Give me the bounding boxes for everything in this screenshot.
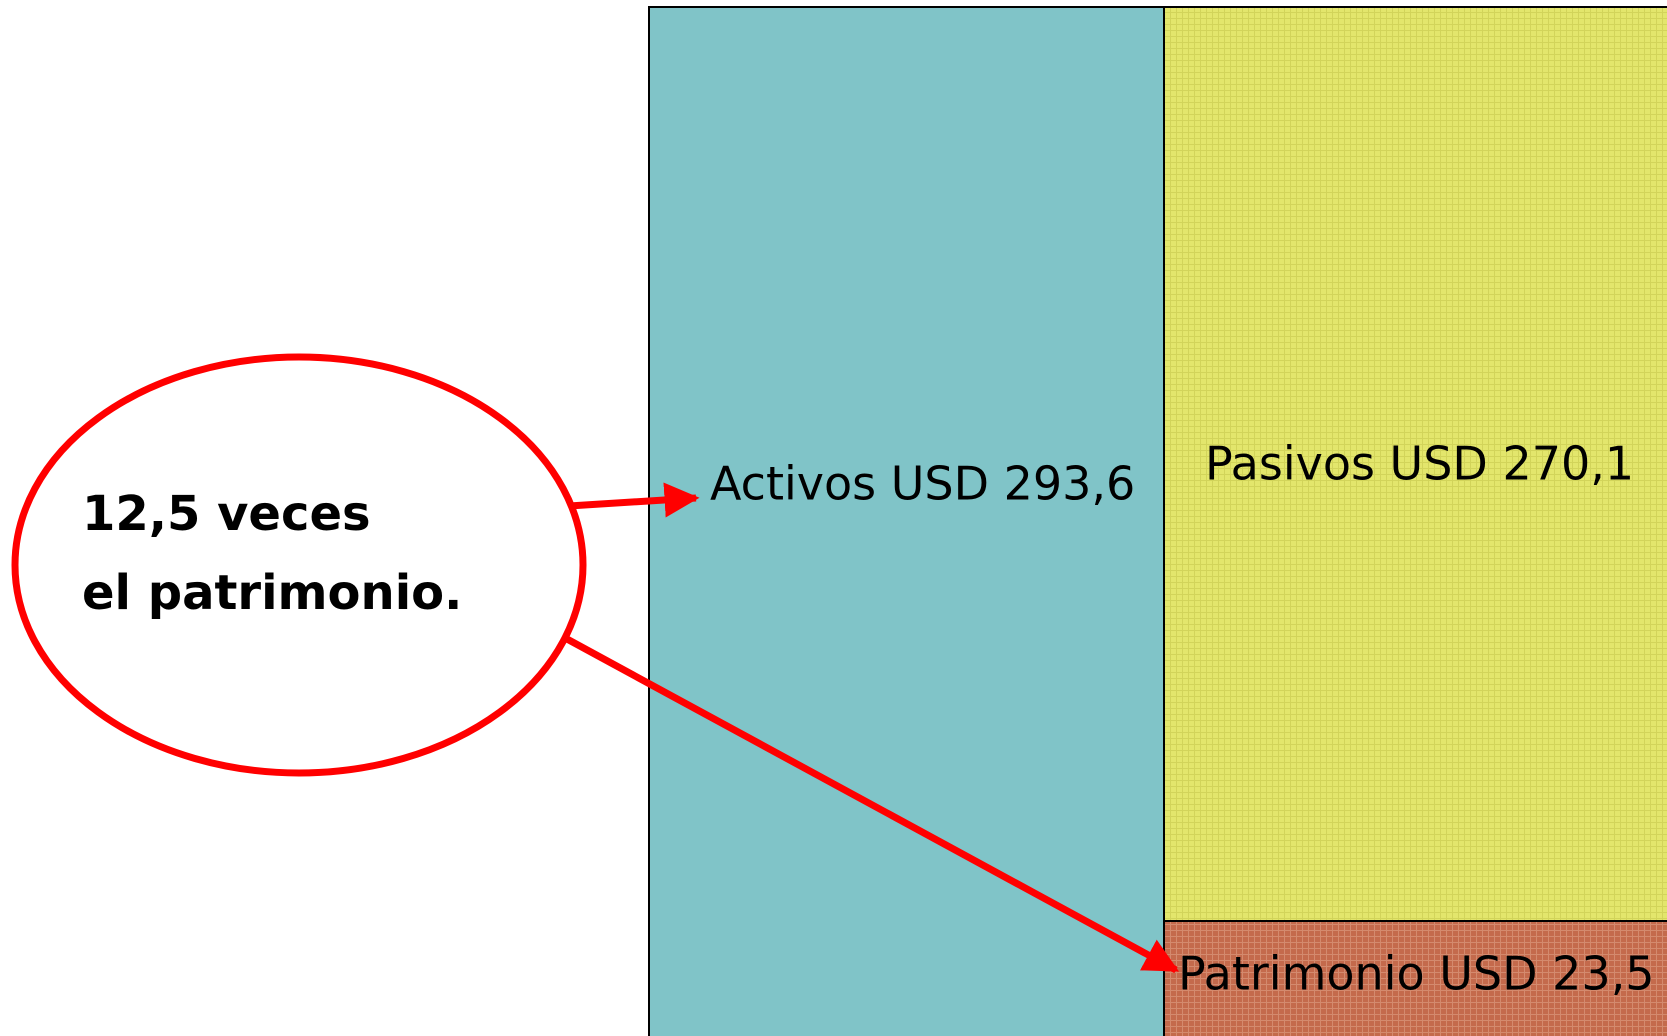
- arrow: [568, 482, 700, 518]
- liabilities-label: Pasivos USD 270,1: [1205, 437, 1634, 491]
- callout-ellipse: [11, 353, 587, 777]
- callout-line: 12,5 veces: [82, 486, 371, 542]
- equity-block: [1163, 920, 1667, 1036]
- assets-label: Activos USD 293,6: [710, 457, 1135, 511]
- liabilities-block: [1163, 6, 1667, 922]
- callout-line: el patrimonio.: [82, 565, 462, 621]
- equity-label: Patrimonio USD 23,5: [1178, 947, 1655, 1001]
- assets-block: [648, 6, 1165, 1036]
- arrow: [565, 635, 1180, 974]
